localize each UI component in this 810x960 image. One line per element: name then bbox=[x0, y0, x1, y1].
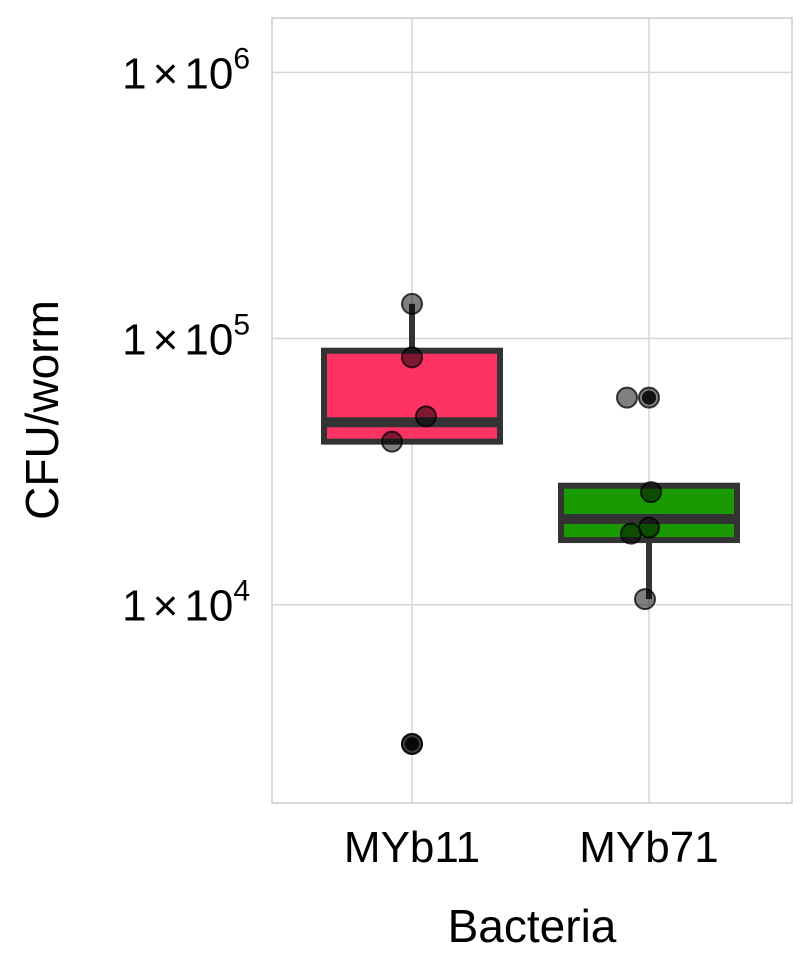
data-point bbox=[415, 405, 437, 428]
x-tick-label: MYb11 bbox=[344, 823, 480, 872]
y-tick-label: 1 × 104 bbox=[122, 575, 250, 631]
y-axis-ticks: 1 × 104 1 × 105 1 × 106 bbox=[122, 42, 250, 630]
data-point bbox=[640, 481, 662, 504]
y-tick-label: 1 × 105 bbox=[122, 309, 250, 365]
data-point bbox=[616, 386, 638, 409]
data-point bbox=[620, 522, 642, 545]
data-point bbox=[401, 346, 423, 369]
y-axis-title: CFU/worm bbox=[16, 300, 68, 520]
x-axis-title: Bacteria bbox=[448, 900, 617, 952]
x-tick-label: MYb71 bbox=[579, 823, 718, 872]
y-tick-label: 1 × 106 bbox=[122, 42, 250, 98]
box-layer bbox=[321, 303, 740, 600]
data-point bbox=[401, 732, 423, 755]
x-axis-ticks: MYb11 MYb71 bbox=[344, 823, 719, 872]
data-point bbox=[638, 386, 660, 409]
data-point bbox=[634, 588, 656, 611]
data-point bbox=[381, 430, 403, 453]
point-layer bbox=[381, 292, 662, 755]
data-point bbox=[401, 292, 423, 315]
data-point bbox=[638, 516, 660, 539]
